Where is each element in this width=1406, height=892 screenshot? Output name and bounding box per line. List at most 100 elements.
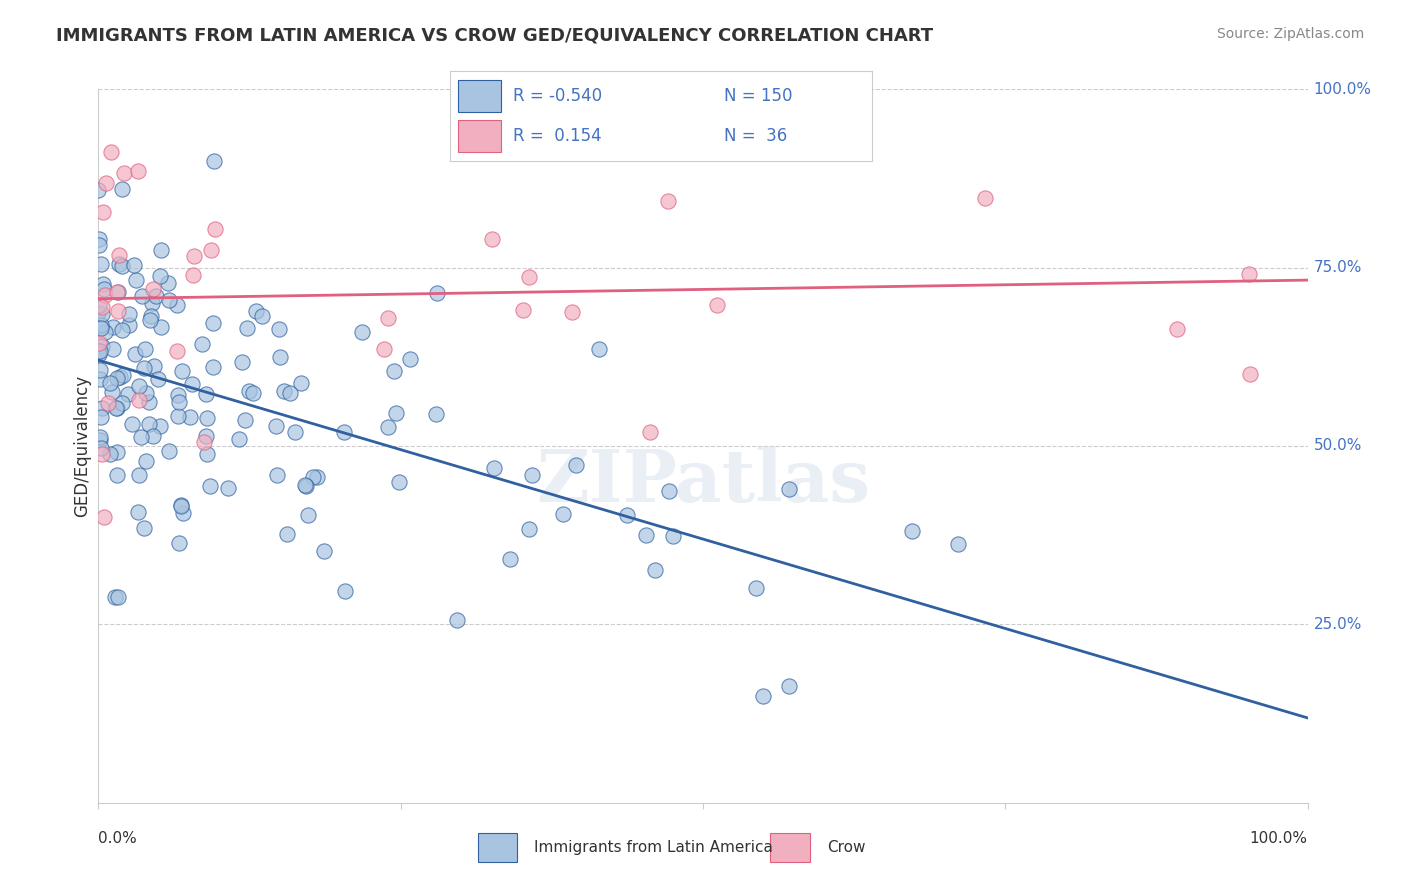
Point <box>91 301 114 315</box>
Point <box>131 430 153 444</box>
Point <box>561 305 583 319</box>
Text: N =  36: N = 36 <box>724 127 787 145</box>
Point <box>105 370 128 384</box>
Point <box>266 419 288 434</box>
Text: Crow: Crow <box>827 840 865 855</box>
Point <box>276 527 298 541</box>
Point <box>616 508 638 522</box>
Text: N = 150: N = 150 <box>724 87 793 105</box>
Point <box>658 483 681 498</box>
Point <box>946 537 969 551</box>
Point <box>499 552 522 566</box>
Point <box>294 478 316 492</box>
Point <box>166 343 188 358</box>
Point <box>425 407 447 421</box>
Point <box>520 468 543 483</box>
Point <box>242 385 264 400</box>
Point <box>135 454 157 468</box>
Point <box>1166 321 1188 335</box>
Point <box>93 282 115 296</box>
Text: ZIPatlas: ZIPatlas <box>536 446 870 517</box>
Point <box>228 432 250 446</box>
Point <box>87 336 110 351</box>
Point <box>105 285 128 299</box>
Point <box>90 410 112 425</box>
Point <box>517 522 540 536</box>
Point <box>100 385 122 400</box>
Point <box>103 319 125 334</box>
Point <box>307 470 329 484</box>
Point <box>112 166 135 180</box>
Point <box>90 320 112 334</box>
Point <box>87 298 110 312</box>
Point <box>111 182 134 196</box>
Point <box>87 347 110 361</box>
Point <box>267 322 290 336</box>
Point <box>512 302 534 317</box>
Point <box>134 342 156 356</box>
Point <box>94 176 117 190</box>
Point <box>644 563 666 577</box>
Point <box>138 395 160 409</box>
Point <box>89 372 111 386</box>
Point <box>245 303 267 318</box>
Point <box>181 268 204 283</box>
Point <box>142 359 165 373</box>
Point <box>97 396 120 410</box>
Point <box>373 342 395 356</box>
Point <box>105 444 128 458</box>
Point <box>87 345 110 359</box>
Point <box>111 396 134 410</box>
Point <box>170 498 193 512</box>
Point <box>87 306 110 320</box>
Point <box>179 410 201 425</box>
Point <box>128 393 150 408</box>
Point <box>90 318 112 333</box>
Point <box>87 183 110 197</box>
FancyBboxPatch shape <box>478 833 517 862</box>
Point <box>183 249 205 263</box>
FancyBboxPatch shape <box>458 120 501 152</box>
Point <box>195 411 218 425</box>
Point <box>350 326 373 340</box>
Point <box>901 524 924 539</box>
Point <box>100 447 122 461</box>
Text: 25.0%: 25.0% <box>1313 617 1362 632</box>
Point <box>139 310 162 324</box>
Point <box>517 270 540 285</box>
Point <box>135 386 157 401</box>
Point <box>640 425 662 439</box>
Point <box>202 153 225 168</box>
Point <box>198 479 221 493</box>
Point <box>127 163 149 178</box>
Point <box>157 293 180 307</box>
Point <box>238 384 260 399</box>
Point <box>138 417 160 431</box>
Point <box>202 359 225 374</box>
Point <box>91 339 114 353</box>
Text: R = -0.540: R = -0.540 <box>513 87 602 105</box>
Point <box>107 304 129 318</box>
Point <box>333 584 356 599</box>
Point <box>87 343 110 358</box>
Point <box>284 425 307 439</box>
Text: 0.0%: 0.0% <box>98 831 138 847</box>
Point <box>94 287 117 301</box>
Point <box>90 257 112 271</box>
Point <box>1239 367 1261 381</box>
Point <box>132 360 155 375</box>
Point <box>157 276 180 290</box>
Point <box>273 384 295 399</box>
Text: Source: ZipAtlas.com: Source: ZipAtlas.com <box>1216 27 1364 41</box>
Point <box>398 352 420 367</box>
Point <box>172 364 194 378</box>
Text: R =  0.154: R = 0.154 <box>513 127 602 145</box>
Point <box>125 272 148 286</box>
Point <box>93 510 115 524</box>
Point <box>377 420 399 434</box>
Point <box>118 307 141 321</box>
Point <box>297 508 319 522</box>
Point <box>181 376 204 391</box>
Point <box>108 257 131 271</box>
Point <box>236 320 259 334</box>
